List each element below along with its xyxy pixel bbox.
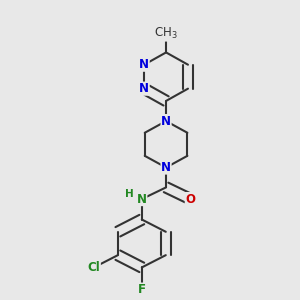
Text: N: N (139, 82, 149, 95)
Text: CH$_3$: CH$_3$ (154, 26, 178, 41)
Text: N: N (139, 58, 149, 71)
Text: H: H (125, 189, 134, 200)
Text: Cl: Cl (88, 261, 100, 274)
Text: N: N (137, 193, 147, 206)
Text: N: N (161, 115, 171, 128)
Text: F: F (138, 283, 146, 296)
Text: N: N (161, 161, 171, 174)
Text: O: O (185, 193, 195, 206)
